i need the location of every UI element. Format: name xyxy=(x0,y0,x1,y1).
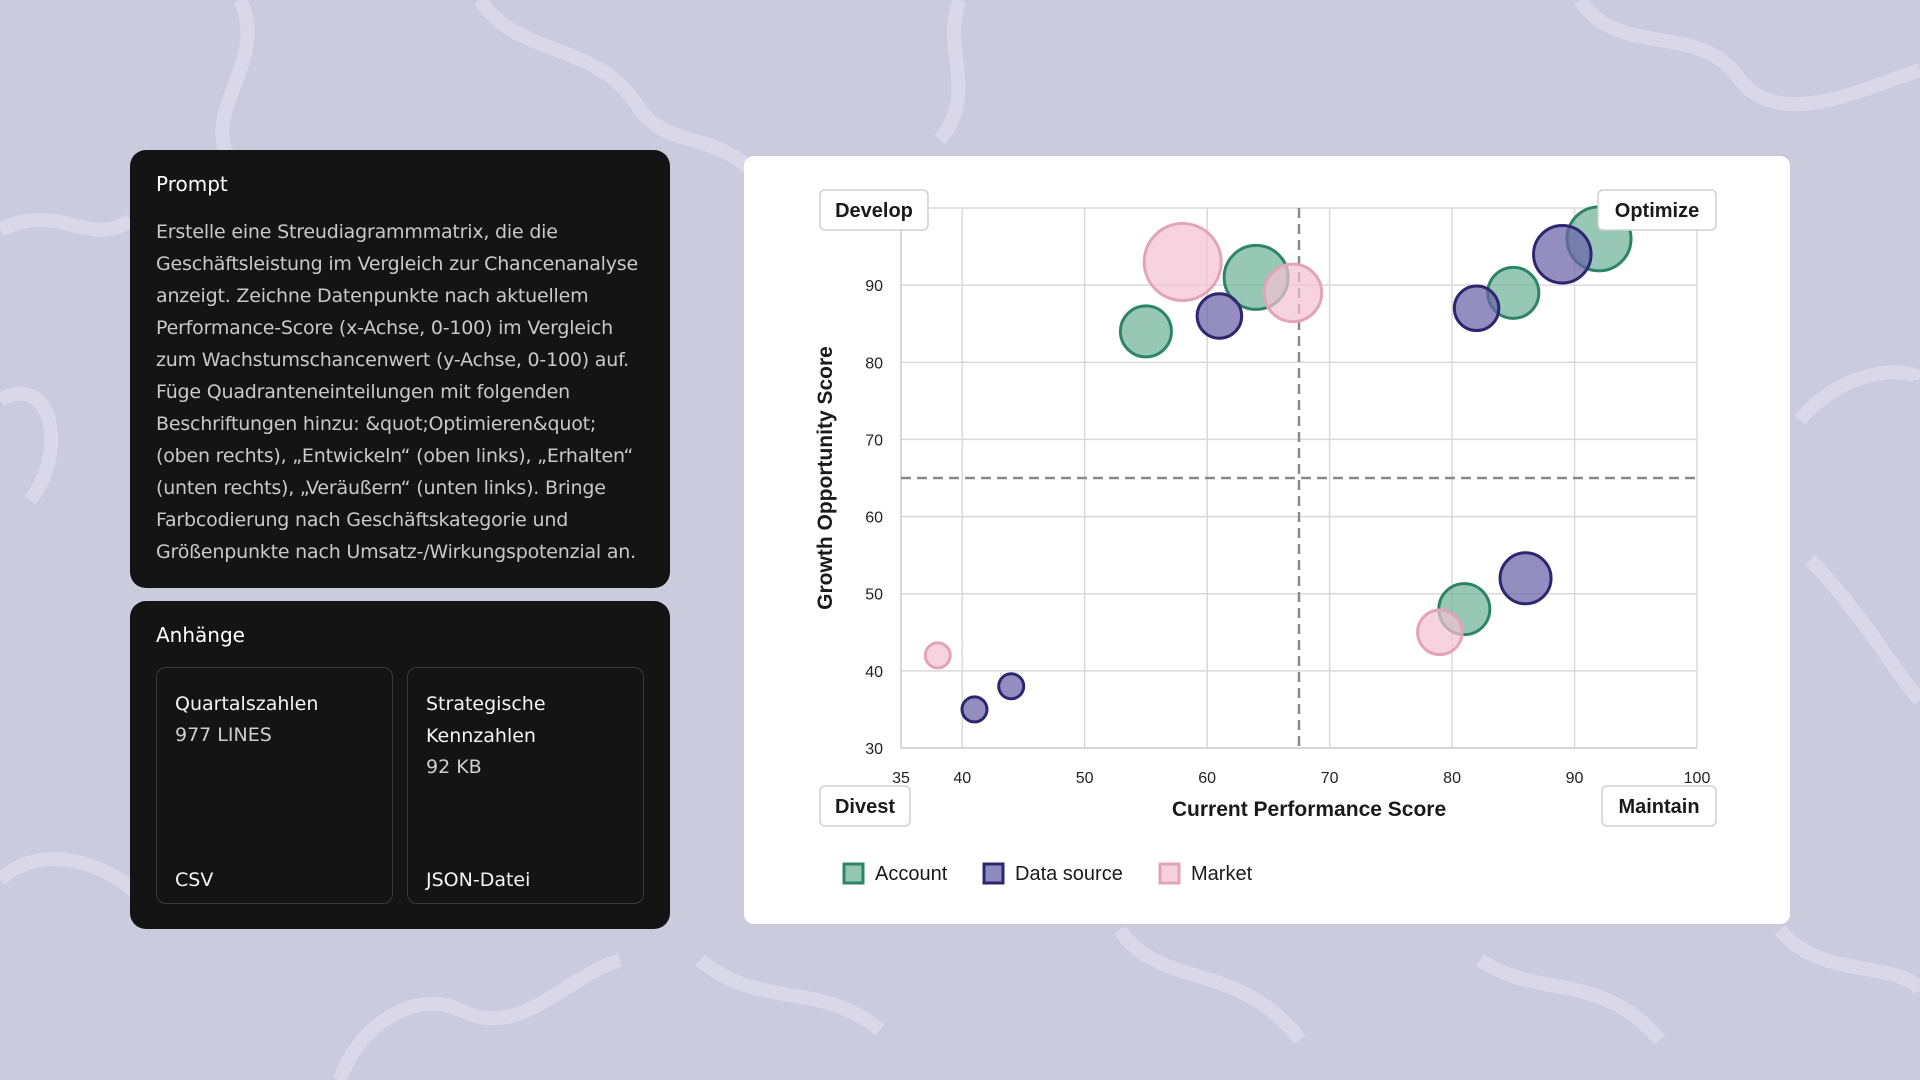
legend-swatch-market xyxy=(1158,862,1181,885)
data-point-data-source xyxy=(1452,284,1501,333)
data-point-market xyxy=(923,641,952,670)
prompt-title: Prompt xyxy=(156,172,228,196)
x-tick-label: 100 xyxy=(1684,770,1711,787)
y-tick-label: 80 xyxy=(865,355,883,372)
attachment-item[interactable]: Quartalszahlen 977 LINES CSV xyxy=(156,667,393,904)
y-tick-label: 70 xyxy=(865,432,883,449)
data-point-data-source xyxy=(997,672,1026,701)
quadrant-label-develop: Develop xyxy=(835,200,913,222)
quadrant-label-divest-box xyxy=(819,785,911,827)
y-axis-title: Growth Opportunity Score xyxy=(814,346,837,610)
legend-label-data-source: Data source xyxy=(1015,863,1123,885)
x-axis-title: Current Performance Score xyxy=(1172,798,1446,821)
data-point-data-source xyxy=(960,695,989,724)
attachment-name: Quartalszahlen xyxy=(175,693,319,715)
quadrant-label-divest: Divest xyxy=(835,796,895,818)
quadrant-label-optimize-box xyxy=(1597,189,1717,231)
y-tick-label: 50 xyxy=(865,587,883,604)
attachment-item[interactable]: Strategische Kennzahlen 92 KB JSON-Datei xyxy=(407,667,644,904)
quadrant-label-develop-box xyxy=(819,189,929,231)
y-tick-label: 40 xyxy=(865,664,883,681)
y-tick-label: 90 xyxy=(865,278,883,295)
attachment-size: 92 KB xyxy=(426,756,482,778)
attachment-size: 977 LINES xyxy=(175,724,272,746)
x-tick-label: 40 xyxy=(953,770,971,787)
x-tick-label: 35 xyxy=(892,770,910,787)
data-point-market xyxy=(1142,222,1223,302)
data-point-data-source xyxy=(1498,551,1553,606)
prompt-text: Erstelle eine Streudiagrammmatrix, die d… xyxy=(156,221,638,563)
scatter-chart: 3540506070809010030405060708090100Curren… xyxy=(814,189,1717,885)
legend-label-account: Account xyxy=(875,863,948,885)
prompt-card: Prompt Erstelle eine Streudiagrammmatrix… xyxy=(130,150,670,588)
x-tick-label: 50 xyxy=(1076,770,1094,787)
x-tick-label: 60 xyxy=(1198,770,1216,787)
attachments-card: Anhänge Quartalszahlen 977 LINES CSV Str… xyxy=(130,601,670,929)
attachment-name: Strategische Kennzahlen xyxy=(426,693,546,747)
y-tick-label: 30 xyxy=(865,741,883,758)
data-point-data-source xyxy=(1532,224,1593,285)
x-tick-label: 80 xyxy=(1443,770,1461,787)
x-tick-label: 70 xyxy=(1321,770,1339,787)
attachment-type: CSV xyxy=(175,869,214,891)
quadrant-label-maintain-box xyxy=(1601,785,1717,827)
legend-label-market: Market xyxy=(1191,863,1253,885)
data-point-market xyxy=(1262,262,1324,324)
x-tick-label: 90 xyxy=(1566,770,1584,787)
data-point-data-source xyxy=(1195,292,1244,340)
legend-swatch-account xyxy=(842,862,865,885)
attachment-type: JSON-Datei xyxy=(426,869,531,891)
attachments-title: Anhänge xyxy=(156,623,245,647)
data-point-market xyxy=(1416,608,1464,657)
quadrant-label-maintain: Maintain xyxy=(1618,796,1699,818)
quadrant-label-optimize: Optimize xyxy=(1615,200,1699,222)
y-tick-label: 60 xyxy=(865,510,883,527)
legend-swatch-data-source xyxy=(982,862,1005,885)
data-point-account xyxy=(1118,304,1173,359)
chart-card: 3540506070809010030405060708090100Curren… xyxy=(744,156,1790,924)
